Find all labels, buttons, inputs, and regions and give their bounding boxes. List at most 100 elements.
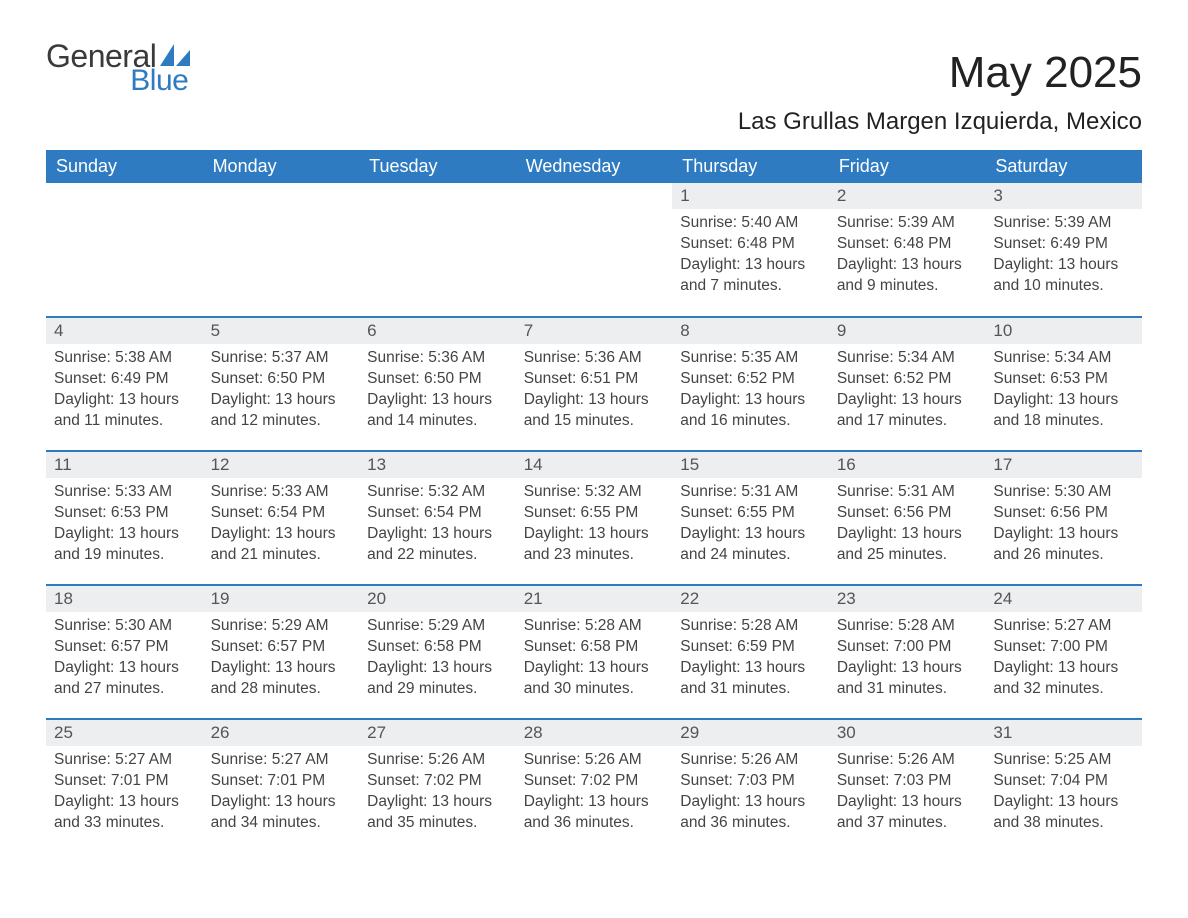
day-number: 27 <box>359 720 516 746</box>
calendar-day-cell: 21Sunrise: 5:28 AMSunset: 6:58 PMDayligh… <box>516 585 673 719</box>
day-number <box>516 183 673 209</box>
day-number: 16 <box>829 452 986 478</box>
day-body: Sunrise: 5:27 AMSunset: 7:01 PMDaylight:… <box>46 746 203 842</box>
daylight-text: Daylight: 13 hours and 38 minutes. <box>993 792 1134 834</box>
day-body: Sunrise: 5:29 AMSunset: 6:58 PMDaylight:… <box>359 612 516 708</box>
sunrise-text: Sunrise: 5:26 AM <box>680 750 821 771</box>
sunrise-text: Sunrise: 5:39 AM <box>837 213 978 234</box>
day-body: Sunrise: 5:28 AMSunset: 7:00 PMDaylight:… <box>829 612 986 708</box>
sunrise-text: Sunrise: 5:30 AM <box>993 482 1134 503</box>
sunrise-text: Sunrise: 5:28 AM <box>524 616 665 637</box>
page-title: May 2025 <box>949 48 1142 98</box>
sunrise-text: Sunrise: 5:29 AM <box>367 616 508 637</box>
day-body: Sunrise: 5:33 AMSunset: 6:53 PMDaylight:… <box>46 478 203 574</box>
sunset-text: Sunset: 7:02 PM <box>367 771 508 792</box>
day-body: Sunrise: 5:31 AMSunset: 6:55 PMDaylight:… <box>672 478 829 574</box>
day-number: 8 <box>672 318 829 344</box>
weekday-heading: Thursday <box>672 150 829 183</box>
daylight-text: Daylight: 13 hours and 37 minutes. <box>837 792 978 834</box>
day-number: 21 <box>516 586 673 612</box>
daylight-text: Daylight: 13 hours and 35 minutes. <box>367 792 508 834</box>
sunset-text: Sunset: 7:01 PM <box>211 771 352 792</box>
daylight-text: Daylight: 13 hours and 32 minutes. <box>993 658 1134 700</box>
sunrise-text: Sunrise: 5:33 AM <box>211 482 352 503</box>
calendar-day-cell: 20Sunrise: 5:29 AMSunset: 6:58 PMDayligh… <box>359 585 516 719</box>
day-number: 28 <box>516 720 673 746</box>
day-body: Sunrise: 5:26 AMSunset: 7:02 PMDaylight:… <box>359 746 516 842</box>
calendar-day-cell: 27Sunrise: 5:26 AMSunset: 7:02 PMDayligh… <box>359 719 516 853</box>
sunset-text: Sunset: 6:58 PM <box>524 637 665 658</box>
day-number: 18 <box>46 586 203 612</box>
sunset-text: Sunset: 6:53 PM <box>993 369 1134 390</box>
day-body: Sunrise: 5:34 AMSunset: 6:53 PMDaylight:… <box>985 344 1142 440</box>
weekday-row: Sunday Monday Tuesday Wednesday Thursday… <box>46 150 1142 183</box>
daylight-text: Daylight: 13 hours and 29 minutes. <box>367 658 508 700</box>
sunset-text: Sunset: 6:55 PM <box>524 503 665 524</box>
day-number: 3 <box>985 183 1142 209</box>
calendar-day-cell: 4Sunrise: 5:38 AMSunset: 6:49 PMDaylight… <box>46 317 203 451</box>
day-body: Sunrise: 5:29 AMSunset: 6:57 PMDaylight:… <box>203 612 360 708</box>
day-body: Sunrise: 5:35 AMSunset: 6:52 PMDaylight:… <box>672 344 829 440</box>
day-number: 26 <box>203 720 360 746</box>
sunset-text: Sunset: 6:51 PM <box>524 369 665 390</box>
day-number: 5 <box>203 318 360 344</box>
sunrise-text: Sunrise: 5:30 AM <box>54 616 195 637</box>
sunrise-text: Sunrise: 5:40 AM <box>680 213 821 234</box>
calendar-body: 1Sunrise: 5:40 AMSunset: 6:48 PMDaylight… <box>46 183 1142 853</box>
day-body: Sunrise: 5:37 AMSunset: 6:50 PMDaylight:… <box>203 344 360 440</box>
daylight-text: Daylight: 13 hours and 9 minutes. <box>837 255 978 297</box>
calendar-day-cell: 1Sunrise: 5:40 AMSunset: 6:48 PMDaylight… <box>672 183 829 317</box>
calendar-week-row: 18 Sunrise: 5:30 AM Sunset: 6:57 PM Dayligh… <box>46 585 1142 719</box>
weekday-heading: Saturday <box>985 150 1142 183</box>
calendar-day-cell: 29Sunrise: 5:26 AMSunset: 7:03 PMDayligh… <box>672 719 829 853</box>
day-body: Sunrise: 5:26 AMSunset: 7:02 PMDaylight:… <box>516 746 673 842</box>
day-body <box>359 209 516 221</box>
sunrise-text: Sunrise: 5:36 AM <box>367 348 508 369</box>
sunrise-text: Sunrise: 5:27 AM <box>54 750 195 771</box>
daylight-text: Daylight: 13 hours and 11 minutes. <box>54 390 195 432</box>
calendar-day-cell <box>516 183 673 317</box>
calendar-day-cell: 31Sunrise: 5:25 AMSunset: 7:04 PMDayligh… <box>985 719 1142 853</box>
day-body: Sunrise: 5:27 AMSunset: 7:01 PMDaylight:… <box>203 746 360 842</box>
daylight-text: Daylight: 13 hours and 22 minutes. <box>367 524 508 566</box>
daylight-text: Daylight: 13 hours and 25 minutes. <box>837 524 978 566</box>
sunrise-text: Sunrise: 5:26 AM <box>367 750 508 771</box>
calendar-day-cell: 23Sunrise: 5:28 AMSunset: 7:00 PMDayligh… <box>829 585 986 719</box>
day-number: 2 <box>829 183 986 209</box>
day-number: 19 <box>203 586 360 612</box>
day-number: 12 <box>203 452 360 478</box>
day-number: 30 <box>829 720 986 746</box>
sunrise-text: Sunrise: 5:26 AM <box>524 750 665 771</box>
day-body: Sunrise: 5:36 AMSunset: 6:50 PMDaylight:… <box>359 344 516 440</box>
sunrise-text: Sunrise: 5:31 AM <box>680 482 821 503</box>
sunrise-text: Sunrise: 5:26 AM <box>837 750 978 771</box>
daylight-text: Daylight: 13 hours and 19 minutes. <box>54 524 195 566</box>
daylight-text: Daylight: 13 hours and 26 minutes. <box>993 524 1134 566</box>
day-body: Sunrise: 5:25 AMSunset: 7:04 PMDaylight:… <box>985 746 1142 842</box>
calendar-table: Sunday Monday Tuesday Wednesday Thursday… <box>46 150 1142 853</box>
sunset-text: Sunset: 6:50 PM <box>211 369 352 390</box>
sunrise-text: Sunrise: 5:34 AM <box>993 348 1134 369</box>
daylight-text: Daylight: 13 hours and 23 minutes. <box>524 524 665 566</box>
calendar-day-cell: 22Sunrise: 5:28 AMSunset: 6:59 PMDayligh… <box>672 585 829 719</box>
calendar-day-cell: 28Sunrise: 5:26 AMSunset: 7:02 PMDayligh… <box>516 719 673 853</box>
sunset-text: Sunset: 6:58 PM <box>367 637 508 658</box>
day-number: 15 <box>672 452 829 478</box>
calendar-day-cell: 2Sunrise: 5:39 AMSunset: 6:48 PMDaylight… <box>829 183 986 317</box>
day-number <box>46 183 203 209</box>
sunrise-text: Sunrise: 5:27 AM <box>993 616 1134 637</box>
daylight-text: Daylight: 13 hours and 33 minutes. <box>54 792 195 834</box>
calendar-week-row: 4Sunrise: 5:38 AMSunset: 6:49 PMDaylight… <box>46 317 1142 451</box>
daylight-text: Daylight: 13 hours and 16 minutes. <box>680 390 821 432</box>
day-body: Sunrise: 5:26 AMSunset: 7:03 PMDaylight:… <box>829 746 986 842</box>
day-number: 25 <box>46 720 203 746</box>
sunset-text: Sunset: 7:01 PM <box>54 771 195 792</box>
calendar-week-row: 25Sunrise: 5:27 AMSunset: 7:01 PMDayligh… <box>46 719 1142 853</box>
calendar-day-cell: 14Sunrise: 5:32 AMSunset: 6:55 PMDayligh… <box>516 451 673 585</box>
sunset-text: Sunset: 6:57 PM <box>211 637 352 658</box>
sunrise-text: Sunrise: 5:38 AM <box>54 348 195 369</box>
calendar-day-cell: 30Sunrise: 5:26 AMSunset: 7:03 PMDayligh… <box>829 719 986 853</box>
calendar-day-cell <box>359 183 516 317</box>
sunset-text: Sunset: 6:59 PM <box>680 637 821 658</box>
day-body <box>46 209 203 221</box>
